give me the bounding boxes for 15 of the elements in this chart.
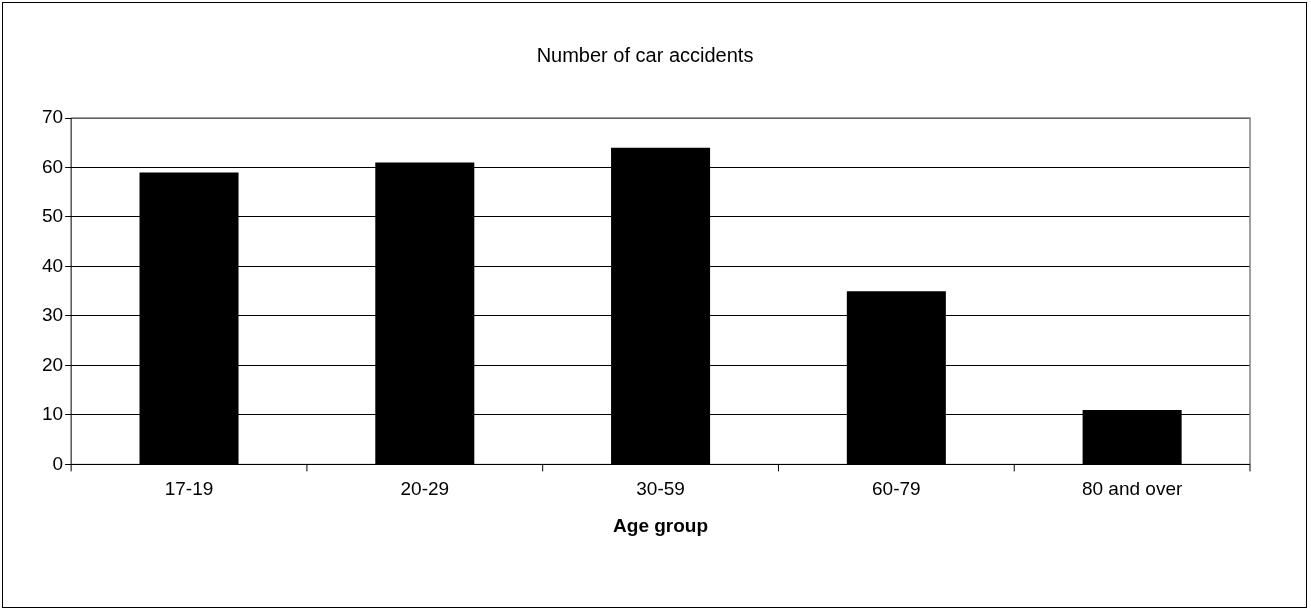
y-tick-label: 0: [52, 452, 64, 474]
y-tick-label: 40: [41, 254, 64, 276]
y-tick-label: 60: [41, 155, 64, 177]
y-tick-label: 50: [41, 205, 64, 227]
chart-title: Number of car accidents: [536, 43, 754, 66]
y-tick-label: 20: [41, 353, 64, 375]
x-tick-label: 20-29: [400, 478, 450, 500]
x-tick-label: 80 and over: [1081, 478, 1183, 500]
x-tick-label: 30-59: [636, 478, 685, 500]
y-tick-label: 10: [41, 403, 64, 425]
x-tick-label: 17-19: [164, 478, 214, 500]
x-tick-label: 60-79: [872, 478, 921, 500]
x-axis-title: Age group: [613, 514, 709, 536]
y-tick-label: 30: [41, 304, 64, 326]
y-tick-label: 70: [41, 106, 64, 128]
